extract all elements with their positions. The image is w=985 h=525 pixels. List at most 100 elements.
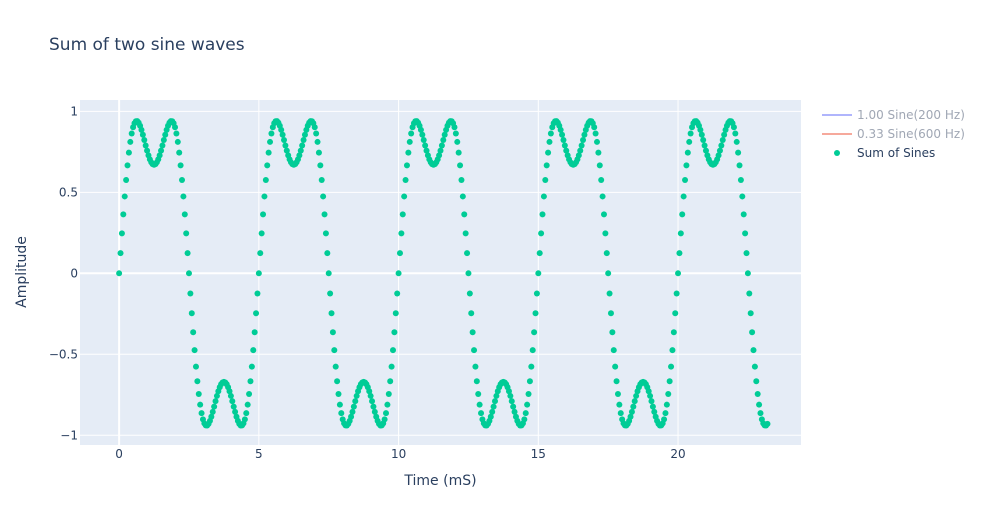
data-point — [593, 138, 600, 145]
data-point — [441, 131, 448, 138]
data-point — [457, 162, 464, 169]
data-point — [388, 363, 395, 370]
data-point — [605, 270, 612, 277]
data-point — [180, 193, 187, 200]
data-point — [455, 149, 462, 156]
data-point — [246, 391, 253, 398]
data-point — [559, 131, 566, 138]
legend-item-sine-600[interactable]: 0.33 Sine(600 Hz) — [822, 127, 965, 141]
data-point — [139, 131, 146, 138]
data-point — [195, 391, 202, 398]
data-point — [476, 401, 483, 408]
data-point — [248, 363, 255, 370]
data-point — [383, 410, 390, 417]
data-point — [700, 137, 707, 144]
legend-item-sine-200[interactable]: 1.00 Sine(200 Hz) — [822, 108, 965, 122]
data-point — [401, 193, 408, 200]
data-point — [257, 250, 264, 257]
data-point — [718, 142, 725, 149]
data-point — [278, 126, 285, 133]
data-point — [747, 310, 754, 317]
data-point — [592, 130, 599, 137]
data-point — [174, 138, 181, 145]
data-point — [451, 124, 458, 131]
x-tick-label: 15 — [531, 447, 546, 461]
data-point — [613, 378, 620, 385]
data-point — [327, 290, 334, 297]
data-point — [599, 193, 606, 200]
data-point — [181, 211, 188, 218]
data-point — [398, 230, 405, 237]
data-point — [757, 410, 764, 417]
data-point — [751, 363, 758, 370]
data-point — [406, 138, 413, 145]
data-point — [452, 130, 459, 137]
data-point — [423, 147, 430, 154]
legend-label-sine-600: 0.33 Sine(600 Hz) — [857, 127, 965, 141]
data-point — [469, 329, 476, 336]
data-point — [183, 230, 190, 237]
data-point — [352, 398, 359, 405]
data-point — [396, 250, 403, 257]
data-point — [560, 137, 567, 144]
data-point — [669, 347, 676, 354]
data-point — [366, 388, 373, 395]
data-point — [335, 391, 342, 398]
data-point — [698, 131, 705, 138]
data-point — [721, 131, 728, 138]
data-point — [591, 124, 598, 131]
data-point — [384, 401, 391, 408]
data-point — [387, 378, 394, 385]
data-point — [261, 193, 268, 200]
data-point — [185, 270, 192, 277]
data-point — [255, 270, 262, 277]
data-point — [141, 137, 148, 144]
data-point — [462, 230, 469, 237]
data-point — [680, 193, 687, 200]
data-point — [578, 142, 585, 149]
data-point — [610, 347, 617, 354]
data-point — [736, 162, 743, 169]
legend-swatch-sum — [834, 150, 840, 156]
data-point — [124, 162, 131, 169]
data-point — [283, 147, 290, 154]
data-point — [493, 392, 500, 399]
data-point — [120, 211, 127, 218]
data-point — [243, 410, 250, 417]
data-point — [336, 401, 343, 408]
data-point — [508, 398, 515, 405]
data-point — [487, 413, 494, 420]
data-point — [522, 410, 529, 417]
data-point — [750, 347, 757, 354]
y-tick-label: −1 — [60, 428, 78, 442]
data-point — [282, 142, 289, 149]
data-point — [144, 147, 151, 154]
data-point — [546, 138, 553, 145]
data-point — [628, 408, 635, 415]
data-point — [116, 270, 123, 277]
data-point — [138, 126, 145, 133]
data-point — [279, 131, 286, 138]
data-point — [715, 152, 722, 159]
data-point — [673, 290, 680, 297]
data-point — [602, 230, 609, 237]
data-point — [123, 177, 130, 184]
data-point — [187, 290, 194, 297]
data-point — [511, 408, 518, 415]
legend-item-sum[interactable]: Sum of Sines — [834, 146, 935, 160]
data-point — [300, 137, 307, 144]
data-point — [118, 230, 125, 237]
data-point — [683, 162, 690, 169]
data-point — [665, 391, 672, 398]
data-point — [507, 392, 514, 399]
data-point — [616, 401, 623, 408]
data-point — [198, 410, 205, 417]
data-point — [176, 149, 183, 156]
data-point — [746, 290, 753, 297]
data-point — [677, 230, 684, 237]
y-tick-label: −0.5 — [49, 347, 78, 361]
data-point — [505, 388, 512, 395]
data-point — [320, 193, 327, 200]
data-point — [184, 250, 191, 257]
